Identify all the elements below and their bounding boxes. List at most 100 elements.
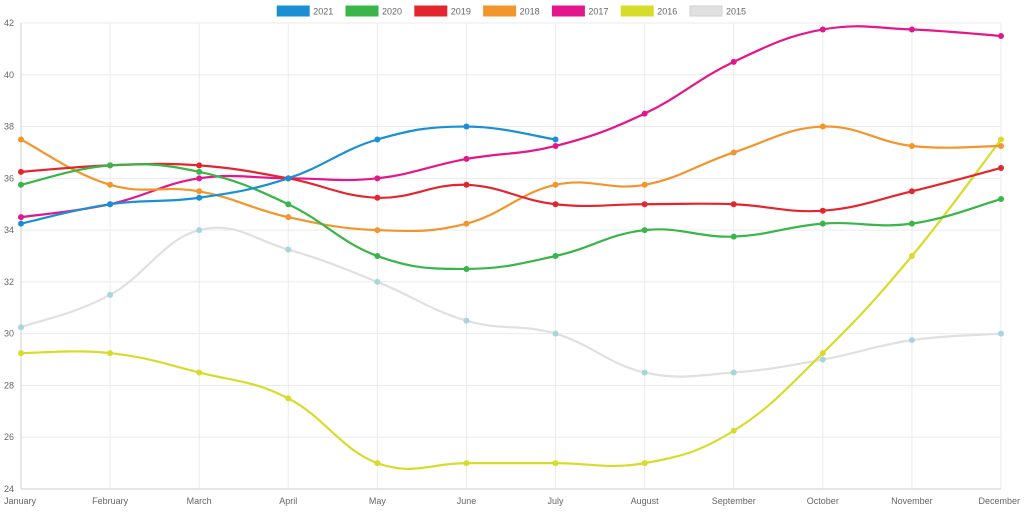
series-line-2019 <box>19 162 1003 213</box>
y-tick-label: 38 <box>4 122 14 132</box>
data-point-2017[interactable] <box>196 175 203 182</box>
series-layer <box>18 25 1004 470</box>
data-point-2019[interactable] <box>196 162 203 169</box>
y-tick-label: 24 <box>4 484 14 494</box>
data-point-2015[interactable] <box>998 330 1004 337</box>
data-point-2018[interactable] <box>908 142 915 149</box>
data-point-2018[interactable] <box>998 142 1004 149</box>
legend: 2021 2020 2019 2018 2017 2016 2015 <box>276 5 746 17</box>
data-point-2020[interactable] <box>552 253 559 259</box>
legend-item-2021[interactable]: 2021 <box>276 5 333 17</box>
data-point-2015[interactable] <box>819 356 826 363</box>
data-point-2015[interactable] <box>285 246 292 253</box>
data-point-2015[interactable] <box>641 369 648 376</box>
data-point-2018[interactable] <box>196 188 203 195</box>
data-point-2017[interactable] <box>641 110 648 117</box>
data-point-2020[interactable] <box>998 196 1004 203</box>
data-point-2016[interactable] <box>819 350 826 357</box>
data-point-2015[interactable] <box>374 278 381 285</box>
data-point-2016[interactable] <box>641 460 648 467</box>
data-point-2016[interactable] <box>552 460 559 467</box>
data-point-2021[interactable] <box>196 194 203 201</box>
data-point-2017[interactable] <box>998 32 1004 39</box>
series-line-2018 <box>19 125 1003 233</box>
data-point-2019[interactable] <box>18 168 24 175</box>
series-2021 <box>18 123 559 227</box>
x-tick-label: October <box>807 496 839 506</box>
data-point-2015[interactable] <box>552 330 559 337</box>
data-point-2021[interactable] <box>552 136 559 143</box>
data-point-2017[interactable] <box>908 26 915 33</box>
data-point-2015[interactable] <box>107 291 114 298</box>
data-point-2015[interactable] <box>196 227 203 234</box>
data-point-2020[interactable] <box>641 227 648 234</box>
legend-item-2018[interactable]: 2018 <box>483 5 540 17</box>
data-point-2019[interactable] <box>730 201 737 208</box>
y-tick-label: 42 <box>4 18 14 28</box>
legend-swatch <box>414 5 448 17</box>
data-point-2017[interactable] <box>730 58 737 65</box>
data-point-2016[interactable] <box>908 253 915 259</box>
data-point-2015[interactable] <box>463 317 470 324</box>
legend-item-2016[interactable]: 2016 <box>620 5 677 17</box>
data-point-2018[interactable] <box>463 220 470 227</box>
data-point-2020[interactable] <box>908 220 915 227</box>
data-point-2018[interactable] <box>107 181 114 188</box>
data-point-2018[interactable] <box>374 227 381 234</box>
data-point-2018[interactable] <box>641 181 648 188</box>
series-2018 <box>18 123 1004 234</box>
data-point-2021[interactable] <box>107 201 114 208</box>
data-point-2017[interactable] <box>374 175 381 182</box>
data-point-2020[interactable] <box>107 162 114 169</box>
data-point-2019[interactable] <box>819 207 826 214</box>
data-point-2018[interactable] <box>285 214 292 221</box>
series-line-2017 <box>19 25 1003 219</box>
y-tick-label: 28 <box>4 380 14 390</box>
data-point-2021[interactable] <box>374 136 381 143</box>
data-point-2016[interactable] <box>196 369 203 376</box>
legend-item-2015[interactable]: 2015 <box>689 5 746 17</box>
data-point-2015[interactable] <box>730 369 737 376</box>
data-point-2020[interactable] <box>18 181 24 188</box>
data-point-2016[interactable] <box>18 350 24 357</box>
data-point-2020[interactable] <box>819 220 826 227</box>
data-point-2021[interactable] <box>18 220 24 227</box>
legend-item-2019[interactable]: 2019 <box>414 5 471 17</box>
data-point-2016[interactable] <box>107 350 114 357</box>
legend-swatch <box>620 5 654 17</box>
data-point-2020[interactable] <box>730 233 737 240</box>
data-point-2015[interactable] <box>908 337 915 344</box>
legend-item-2020[interactable]: 2020 <box>345 5 402 17</box>
data-point-2020[interactable] <box>196 168 203 175</box>
legend-item-2017[interactable]: 2017 <box>551 5 608 17</box>
data-point-2019[interactable] <box>463 181 470 188</box>
data-point-2019[interactable] <box>998 164 1004 171</box>
data-point-2017[interactable] <box>18 214 24 221</box>
data-point-2017[interactable] <box>463 155 470 162</box>
data-point-2016[interactable] <box>285 395 292 402</box>
data-point-2020[interactable] <box>463 265 470 272</box>
series-line-2015 <box>19 226 1003 378</box>
data-point-2017[interactable] <box>819 26 826 33</box>
data-point-2021[interactable] <box>463 123 470 130</box>
data-point-2020[interactable] <box>285 201 292 208</box>
data-point-2020[interactable] <box>374 253 381 259</box>
data-point-2016[interactable] <box>463 460 470 467</box>
data-point-2018[interactable] <box>819 123 826 130</box>
data-point-2019[interactable] <box>552 201 559 208</box>
data-point-2019[interactable] <box>908 188 915 195</box>
data-point-2018[interactable] <box>730 149 737 156</box>
data-point-2018[interactable] <box>552 181 559 188</box>
data-point-2016[interactable] <box>730 427 737 434</box>
data-point-2018[interactable] <box>18 136 24 143</box>
data-point-2016[interactable] <box>374 460 381 467</box>
x-tick-label: August <box>631 496 660 506</box>
data-point-2015[interactable] <box>18 324 24 331</box>
data-point-2017[interactable] <box>552 142 559 149</box>
data-point-2016[interactable] <box>998 136 1004 143</box>
data-point-2021[interactable] <box>285 175 292 182</box>
legend-swatch <box>551 5 585 17</box>
data-point-2019[interactable] <box>374 194 381 201</box>
data-point-2019[interactable] <box>641 201 648 208</box>
